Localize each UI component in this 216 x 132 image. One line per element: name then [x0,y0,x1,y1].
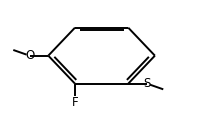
Text: O: O [25,49,34,62]
Text: F: F [72,96,78,109]
Text: S: S [143,77,151,90]
